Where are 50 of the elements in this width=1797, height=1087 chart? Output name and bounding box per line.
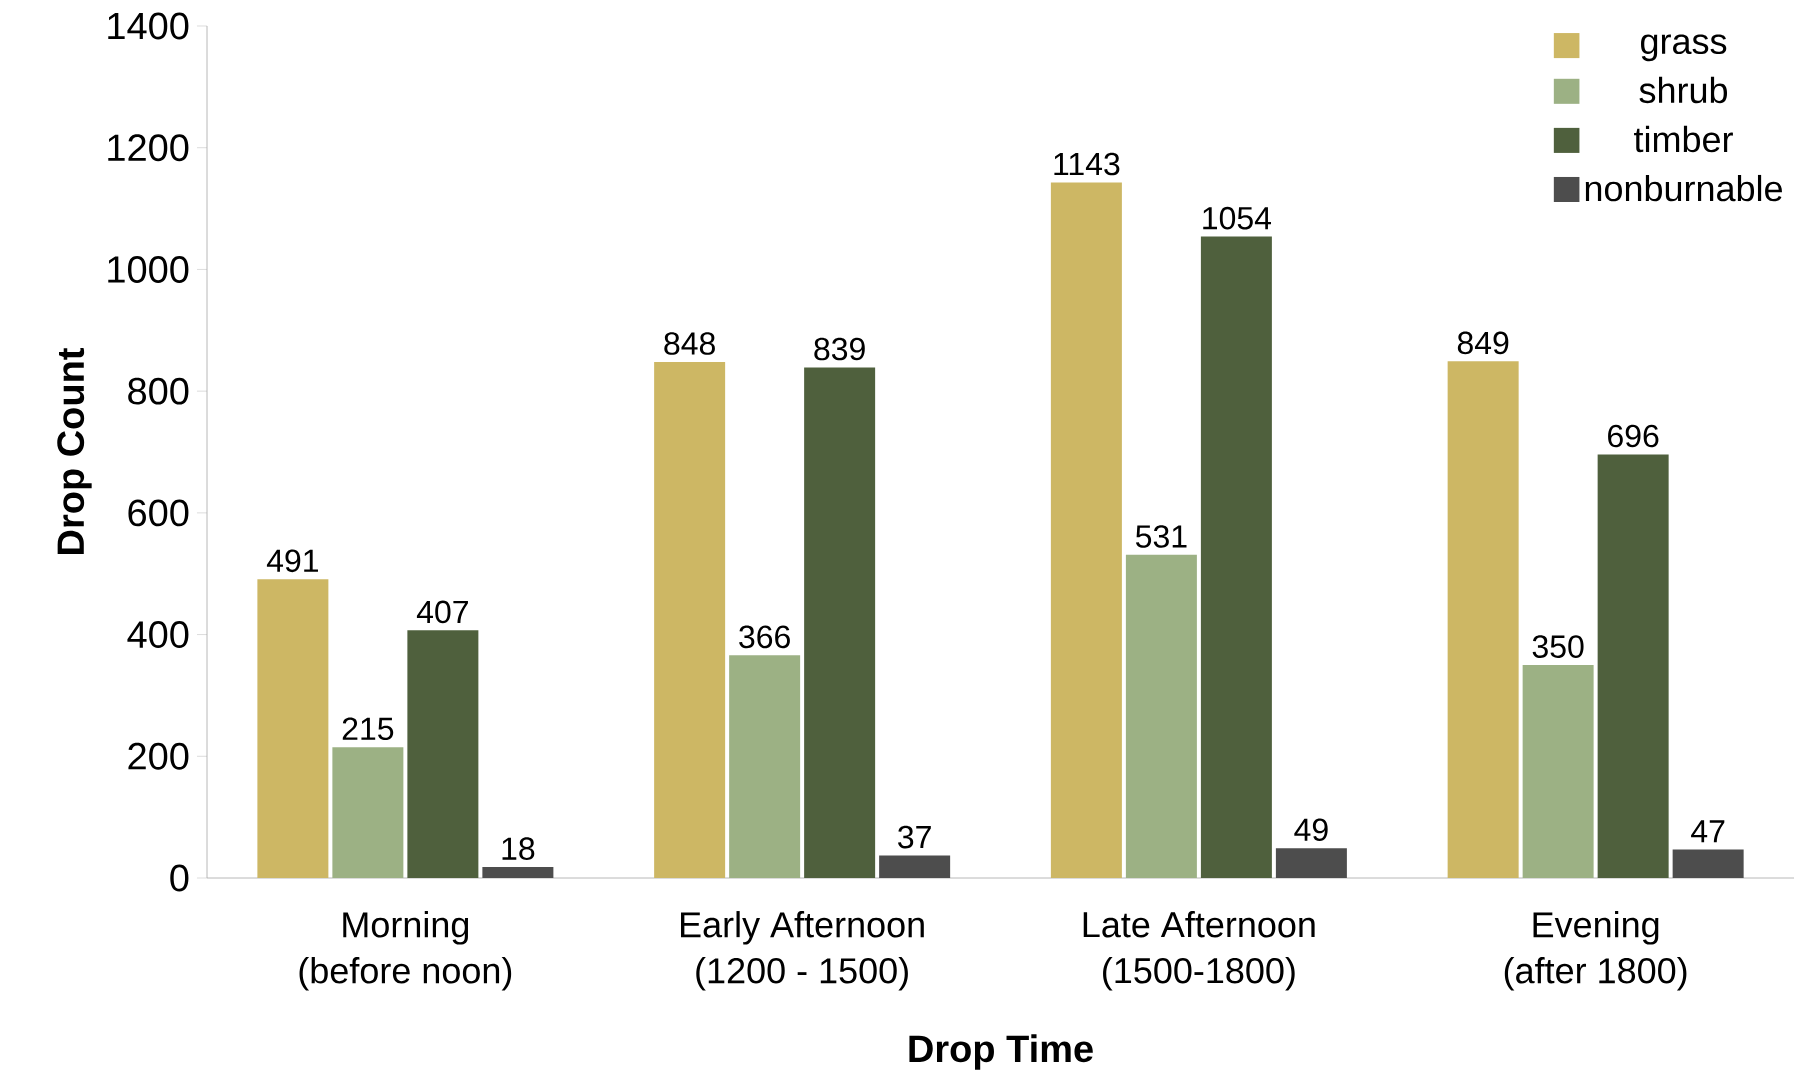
x-tick-label: Late Afternoon (1500-1800) — [1083, 911, 1315, 991]
data-label: 1143 — [1054, 152, 1120, 176]
x-tick-label: Evening (after 1800) — [1504, 911, 1687, 991]
legend-label: grass — [1641, 34, 1727, 62]
bar — [407, 630, 479, 879]
y-axis-title: Drop Count — [57, 348, 92, 554]
bar — [879, 855, 951, 879]
y-tick-label: 0 — [170, 864, 189, 892]
bar — [804, 367, 876, 879]
bar — [654, 361, 726, 879]
x-axis-title: Drop Time — [909, 1034, 1093, 1070]
data-label: 47 — [1691, 820, 1725, 843]
legend-label: shrub — [1639, 76, 1728, 104]
bar — [257, 579, 329, 879]
x-tick-label: Early Afternoon (1200 - 1500) — [681, 911, 924, 991]
bar — [1447, 361, 1519, 879]
y-tick-label: 1200 — [108, 134, 189, 162]
bar — [1522, 665, 1594, 879]
y-tick-label: 1000 — [108, 255, 189, 283]
y-tick-label: 600 — [128, 499, 189, 527]
y-tick-label: 1400 — [108, 12, 189, 40]
legend-label: timber — [1634, 125, 1733, 153]
bar — [1050, 182, 1122, 879]
data-label: 215 — [342, 717, 394, 741]
data-label: 37 — [898, 825, 931, 849]
bar — [1275, 848, 1347, 879]
bar — [482, 867, 554, 879]
bar — [1597, 454, 1669, 879]
y-tick-label: 800 — [128, 377, 189, 405]
data-label: 696 — [1608, 424, 1659, 448]
data-label: 49 — [1294, 818, 1328, 842]
legend-label: nonburnable — [1585, 174, 1782, 202]
y-tick-label: 200 — [128, 742, 189, 770]
bar — [332, 747, 404, 879]
data-label: 407 — [416, 600, 468, 624]
bar — [729, 655, 801, 879]
data-label: 839 — [814, 337, 865, 361]
bar — [1672, 849, 1744, 879]
bar — [1125, 554, 1197, 879]
data-label: 531 — [1135, 525, 1187, 548]
x-tick-label: Morning (before noon) — [299, 911, 512, 991]
data-label: 366 — [739, 625, 790, 649]
data-label: 1054 — [1203, 206, 1272, 230]
data-label: 18 — [502, 837, 535, 860]
bar — [1200, 236, 1272, 879]
data-label: 849 — [1457, 331, 1509, 355]
data-label: 350 — [1532, 635, 1584, 658]
data-label: 848 — [664, 332, 715, 355]
y-tick-label: 400 — [127, 621, 189, 649]
data-label: 491 — [266, 549, 318, 573]
